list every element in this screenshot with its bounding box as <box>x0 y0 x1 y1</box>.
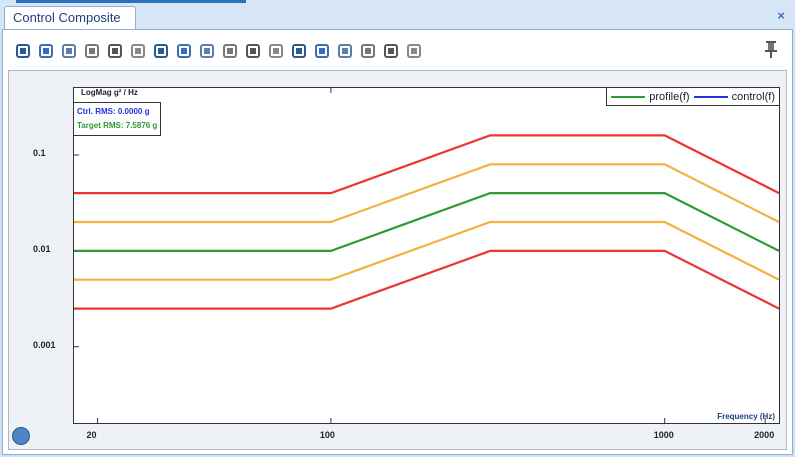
export-icon[interactable] <box>335 41 355 61</box>
cursor-icon[interactable] <box>82 41 102 61</box>
ruler-icon[interactable] <box>266 41 286 61</box>
rms-box: Ctrl. RMS: 0.0000 g Target RMS: 7.5876 g <box>73 102 162 136</box>
tab-accent-line <box>16 0 246 3</box>
chart-lines <box>74 88 779 423</box>
y-axis-unit: LogMag g² / Hz <box>78 88 141 97</box>
comment-icon[interactable] <box>243 41 263 61</box>
trash-icon[interactable] <box>151 41 171 61</box>
note-icon[interactable] <box>312 41 332 61</box>
chart-container: LogMag g² / Hz Ctrl. RMS: 0.0000 g Targe… <box>8 70 787 450</box>
y-tick-label: 0.1 <box>33 148 46 158</box>
dual-cursor-icon[interactable] <box>105 41 125 61</box>
fit-icon[interactable] <box>36 41 56 61</box>
series-line-2 <box>74 220 779 281</box>
grid-icon[interactable] <box>197 41 217 61</box>
legend-label-control: control(f) <box>731 90 775 103</box>
legend-label-profile: profile(f) <box>649 90 690 103</box>
tab-control-composite[interactable]: Control Composite <box>4 6 136 29</box>
layers-icon[interactable] <box>59 41 79 61</box>
y-tick-label: 0.001 <box>33 339 56 350</box>
series-line-0 <box>74 191 779 252</box>
x-tick-label: 2000 <box>754 430 775 440</box>
y-tick-label: 0.01 <box>33 243 51 254</box>
x-axis-label: Frequency (Hz) <box>717 412 775 421</box>
series-line-3 <box>74 134 779 195</box>
x-tick-label: 100 <box>319 430 335 440</box>
settings-icon[interactable] <box>404 41 424 61</box>
legend-swatch-control <box>693 95 728 98</box>
zoom-icon[interactable] <box>13 41 33 61</box>
globe-icon[interactable] <box>12 427 30 445</box>
snapshot-icon[interactable] <box>358 41 378 61</box>
plot-area[interactable]: LogMag g² / Hz Ctrl. RMS: 0.0000 g Targe… <box>73 87 780 424</box>
series-line-1 <box>74 163 779 224</box>
series-line-4 <box>74 249 779 310</box>
target-rms-text: Target RMS: 7.5876 g <box>77 121 158 130</box>
flag-icon[interactable] <box>289 41 309 61</box>
save-icon[interactable] <box>381 41 401 61</box>
x-tick-label: 20 <box>86 430 97 440</box>
marker-icon[interactable] <box>174 41 194 61</box>
toolbar <box>13 38 424 64</box>
close-icon[interactable]: × <box>777 8 785 23</box>
arrow-right-icon[interactable] <box>128 41 148 61</box>
legend-swatch-profile <box>611 95 646 98</box>
ctrl-rms-text: Ctrl. RMS: 0.0000 g <box>77 107 150 116</box>
legend: profile(f) control(f) <box>606 87 780 106</box>
control-composite-panel: LogMag g² / Hz Ctrl. RMS: 0.0000 g Targe… <box>2 29 793 455</box>
pin-icon[interactable] <box>764 40 778 63</box>
tab-bar: Control Composite × <box>0 0 795 30</box>
x-tick-label: 1000 <box>653 430 674 440</box>
pointer-icon[interactable] <box>220 41 240 61</box>
